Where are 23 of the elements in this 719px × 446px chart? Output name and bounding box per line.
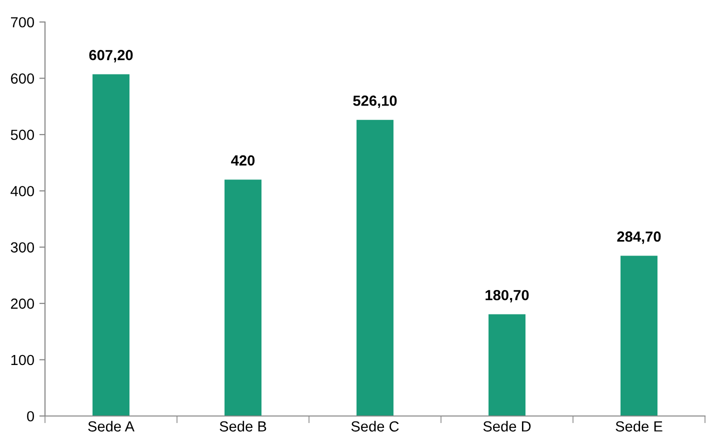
bar: [92, 74, 130, 416]
y-tick-label: 0: [27, 411, 34, 422]
data-label: 180,70: [486, 290, 529, 302]
y-tick-label: 200: [10, 298, 34, 309]
bar: [488, 314, 526, 416]
y-tick-label: 300: [10, 242, 34, 253]
y-tick-label: 100: [11, 354, 34, 366]
data-label: 420: [231, 155, 255, 166]
x-tick-label: Sede D: [483, 420, 531, 432]
y-tick-label: 600: [10, 73, 34, 84]
bar: [224, 180, 262, 416]
y-tick-label: 500: [10, 130, 34, 140]
data-label: 526,10: [353, 96, 397, 108]
x-tick-label: Sede B: [220, 420, 266, 432]
bar: [356, 120, 394, 416]
y-tick-label: 700: [11, 17, 34, 28]
y-tick-label: 400: [10, 186, 34, 196]
x-tick-label: Sede A: [88, 420, 134, 432]
data-label: 607,20: [89, 50, 133, 62]
data-label: 284,70: [617, 231, 661, 244]
x-tick-label: Sede C: [351, 420, 399, 432]
bar: [620, 256, 658, 416]
x-tick-label: Sede E: [616, 420, 662, 432]
